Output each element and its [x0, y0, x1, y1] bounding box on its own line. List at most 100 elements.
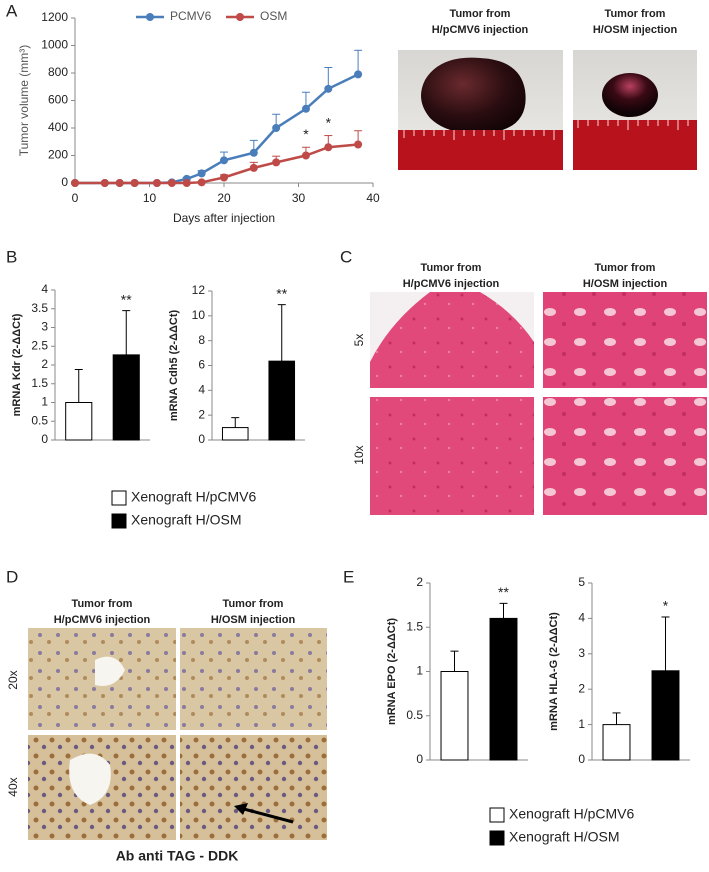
legend-marker	[236, 13, 244, 21]
point	[272, 124, 281, 132]
tumor-photo	[398, 50, 563, 170]
y-tick-label: 6	[198, 358, 205, 372]
panel-letter: A	[6, 1, 18, 20]
point	[167, 179, 176, 187]
y-tick-label: 1.5	[31, 376, 48, 390]
y-tick-label: 1000	[41, 38, 68, 52]
panel-letter: E	[343, 567, 354, 586]
bar	[112, 354, 140, 441]
panel-letter: D	[6, 567, 18, 586]
histology-image	[180, 735, 327, 840]
y-tick-label: 4	[578, 611, 585, 625]
x-tick-label: 20	[217, 191, 231, 205]
photo-caption: Tumor from	[605, 8, 666, 20]
histology-caption: Tumor from	[223, 598, 284, 610]
point	[220, 156, 228, 165]
x-axis-label: Days after injection	[173, 211, 275, 225]
y-tick-label: 0.5	[406, 708, 423, 722]
photo-caption: H/pCMV6 injection	[432, 24, 529, 36]
y-tick-label: 200	[48, 148, 68, 162]
y-tick-label: 4	[198, 383, 205, 397]
annotation: *	[326, 114, 332, 130]
y-tick-label: 2	[416, 575, 423, 589]
legend-swatch	[489, 807, 505, 823]
y-axis-label: Tumor volume (mm³)	[17, 45, 31, 157]
y-tick-label: 0	[578, 752, 585, 766]
legend-label: Xenograft H/pCMV6	[509, 806, 634, 822]
point	[197, 178, 206, 187]
point	[272, 158, 281, 167]
point	[100, 179, 109, 187]
bar	[440, 671, 469, 761]
y-tick-label: 4	[41, 282, 48, 296]
y-tick-label: 0	[41, 432, 48, 446]
histology-image	[180, 628, 327, 730]
legend-swatch	[111, 490, 127, 506]
y-axis-label: mRNA Kdr (2-ΔΔCt)	[11, 313, 23, 416]
y-tick-label: 1200	[41, 10, 68, 24]
x-tick-label: 0	[72, 191, 79, 205]
y-tick-label: 400	[48, 120, 68, 134]
histology-caption: Tumor from	[595, 262, 656, 274]
annotation: *	[663, 598, 669, 614]
histology-image	[370, 292, 534, 388]
x-tick-label: 40	[366, 191, 380, 205]
point	[182, 179, 191, 187]
row-label: 10x	[352, 445, 366, 464]
y-tick-label: 600	[48, 93, 68, 107]
y-tick-label: 2	[578, 681, 585, 695]
point	[115, 179, 124, 187]
stain-label: Ab anti TAG - DDK	[116, 848, 239, 864]
point	[152, 179, 161, 187]
bar	[221, 427, 249, 441]
point	[324, 143, 333, 152]
point	[354, 140, 363, 149]
point	[324, 84, 333, 93]
bar	[651, 670, 680, 761]
row-label: 20x	[6, 670, 20, 689]
bar	[268, 360, 296, 441]
y-tick-label: 5	[578, 575, 585, 589]
histology-caption: H/pCMV6 injection	[54, 614, 151, 626]
histology-image	[28, 735, 176, 840]
legend-swatch	[489, 830, 505, 846]
legend-label: OSM	[260, 9, 287, 23]
legend-label: Xenograft H/OSM	[131, 512, 242, 528]
row-label: 40x	[6, 777, 20, 796]
y-tick-label: 1	[416, 664, 423, 678]
point	[354, 70, 363, 79]
histology-caption: H/OSM injection	[211, 614, 296, 626]
y-tick-label: 0	[198, 432, 205, 446]
y-tick-label: 2	[41, 357, 48, 371]
y-tick-label: 1	[578, 717, 585, 731]
y-tick-label: 10	[192, 308, 206, 322]
bar	[489, 617, 518, 761]
y-tick-label: 3	[41, 320, 48, 334]
y-tick-label: 3.5	[31, 301, 48, 315]
y-tick-label: 1.5	[406, 619, 423, 633]
panel-letter: C	[340, 247, 352, 266]
bar	[602, 724, 631, 761]
y-tick-label: 3	[578, 646, 585, 660]
y-tick-label: 12	[192, 283, 206, 297]
point	[301, 104, 310, 113]
y-tick-label: 2.5	[31, 338, 48, 352]
point	[249, 163, 258, 172]
y-tick-label: 1	[41, 395, 48, 409]
y-axis-label: mRNA EPO (2-ΔΔCt)	[386, 618, 398, 725]
x-tick-label: 30	[292, 191, 306, 205]
legend-label: Xenograft H/OSM	[509, 829, 620, 845]
point	[301, 151, 310, 160]
histology-caption: H/pCMV6 injection	[403, 278, 500, 290]
histology-caption: H/OSM injection	[583, 278, 668, 290]
photo-caption: H/OSM injection	[593, 24, 678, 36]
row-label: 5x	[352, 334, 366, 347]
annotation: *	[303, 126, 309, 142]
legend-label: Xenograft H/pCMV6	[131, 489, 256, 505]
legend-marker	[146, 13, 154, 21]
annotation: **	[276, 285, 287, 301]
legend-label: PCMV6	[170, 9, 212, 23]
photo-caption: Tumor from	[450, 8, 511, 20]
legend-swatch	[111, 513, 127, 529]
point	[249, 148, 258, 157]
